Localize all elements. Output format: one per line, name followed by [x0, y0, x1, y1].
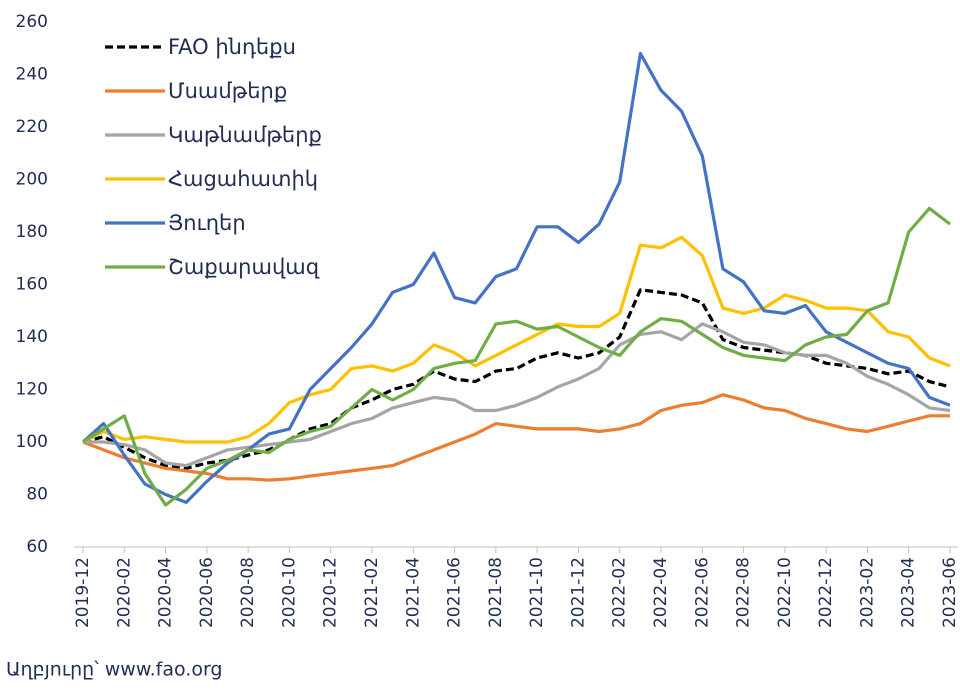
x-tick-label: 2020-12: [321, 557, 341, 628]
y-tick-label: 100: [16, 432, 48, 452]
legend-label: Հացահատիկ: [168, 167, 318, 191]
y-tick-label: 120: [16, 380, 48, 400]
x-tick-label: 2019-12: [73, 557, 93, 628]
series-line: [82, 393, 950, 482]
y-tick-label: 200: [16, 170, 48, 190]
x-tick-label: 2021-12: [568, 557, 588, 628]
x-tick-label: 2022-02: [610, 557, 630, 628]
x-tick-label: 2021-06: [445, 557, 465, 628]
x-tick-label: 2021-10: [527, 557, 547, 628]
x-tick-label: 2023-04: [899, 557, 919, 628]
y-tick-label: 80: [26, 485, 48, 505]
y-tick-label: 220: [16, 117, 48, 137]
x-tick-label: 2020-02: [114, 557, 134, 628]
y-tick-label: 240: [16, 65, 48, 85]
y-tick-label: 60: [26, 537, 48, 557]
x-tick-label: 2020-08: [238, 557, 258, 628]
legend-label: Մսամթերք: [168, 79, 287, 103]
x-tick-label: 2022-12: [816, 557, 836, 628]
series-line: [82, 235, 951, 444]
x-tick-label: 2020-10: [279, 557, 299, 628]
y-tick-label: 180: [16, 222, 48, 242]
legend-label: Յուղեր: [168, 211, 246, 235]
x-tick-label: 2021-08: [486, 557, 506, 628]
x-tick-label: 2021-04: [403, 557, 423, 628]
x-tick-label: 2022-06: [692, 557, 712, 628]
x-tick-label: 2022-10: [775, 557, 795, 628]
source: Աղբյուրը՝ www.fao.org: [6, 659, 223, 681]
legend-label: FAO ինդեքս: [168, 35, 296, 59]
y-tick-label: 260: [16, 12, 48, 32]
x-tick-label: 2021-02: [362, 557, 382, 628]
x-tick-label: 2020-06: [197, 557, 217, 628]
legend-label: Շաքարավազ: [168, 255, 320, 279]
x-tick-label: 2022-04: [651, 557, 671, 628]
x-tick-label: 2023-02: [857, 557, 877, 628]
legend-label: Կաթնամթերք: [168, 123, 322, 147]
y-tick-label: 140: [16, 327, 48, 347]
x-tick-label: 2023-06: [940, 557, 960, 628]
x-tick-label: 2022-08: [734, 557, 754, 628]
y-tick-label: 160: [16, 275, 48, 295]
series-line: [83, 322, 951, 468]
series-line: [82, 206, 951, 507]
x-tick-label: 2020-04: [156, 557, 176, 628]
series-line: [81, 51, 951, 504]
